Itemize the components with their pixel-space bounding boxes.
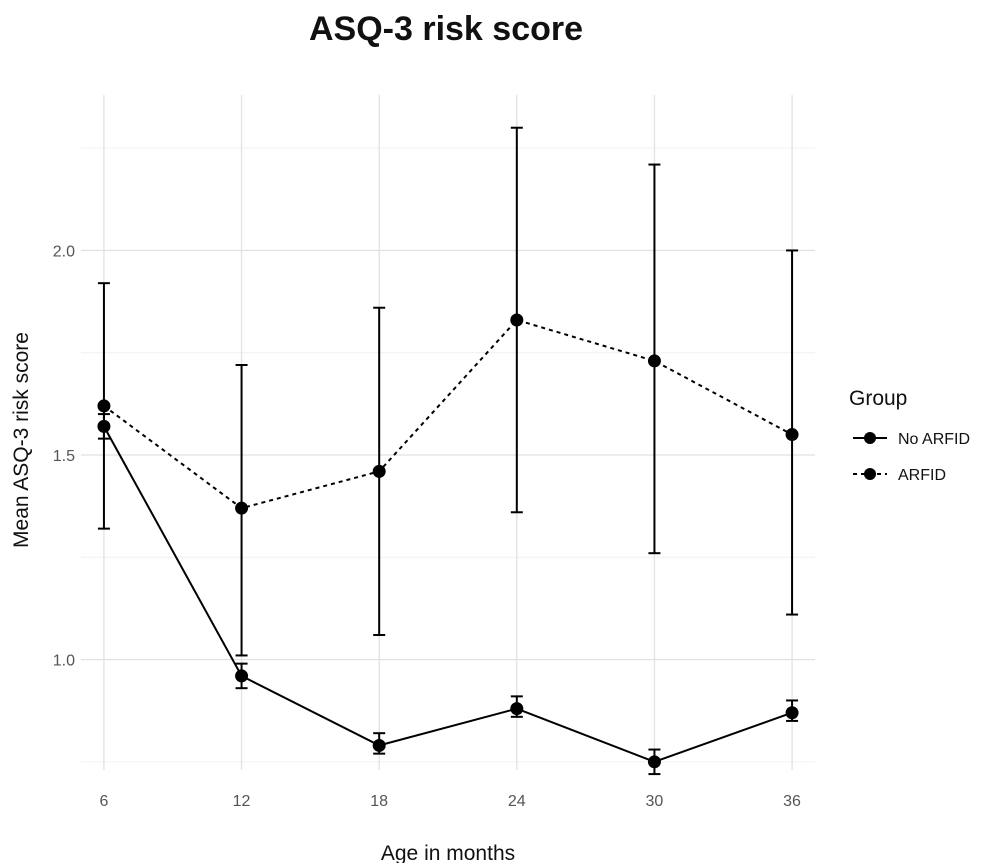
- y-tick-label: 1.0: [53, 653, 75, 670]
- data-point-arfid: [97, 399, 111, 413]
- data-point-arfid: [235, 501, 249, 515]
- x-axis-title: Age in months: [381, 842, 515, 863]
- x-tick-label: 12: [233, 793, 251, 810]
- y-axis-title: Mean ASQ-3 risk score: [10, 332, 33, 548]
- legend-label-no-arfid: No ARFID: [898, 431, 970, 448]
- series: [97, 126, 799, 776]
- x-tick-label: 24: [508, 793, 526, 810]
- legend: Group No ARFID ARFID: [849, 387, 970, 484]
- series-line-arfid: [103, 318, 793, 510]
- data-point-arfid: [510, 313, 524, 327]
- legend-key-point-no-arfid: [864, 432, 876, 444]
- data-point-no-arfid: [510, 702, 524, 716]
- x-tick-label: 6: [99, 793, 108, 810]
- chart-title: ASQ-3 risk score: [309, 10, 583, 48]
- grid: [81, 95, 815, 770]
- y-tick-label: 2.0: [53, 243, 75, 260]
- legend-key-point-arfid: [864, 468, 876, 480]
- data-point-no-arfid: [647, 755, 661, 769]
- data-point-arfid: [785, 428, 799, 442]
- series-arfid: [97, 126, 799, 657]
- data-point-no-arfid: [235, 669, 249, 683]
- legend-label-arfid: ARFID: [898, 467, 946, 484]
- series-no-arfid: [97, 413, 799, 776]
- y-axis-ticks: 1.0 1.5 2.0: [53, 243, 75, 669]
- data-point-arfid: [647, 354, 661, 368]
- legend-title: Group: [849, 387, 907, 410]
- x-tick-label: 18: [370, 793, 388, 810]
- series-line-no-arfid: [103, 425, 793, 763]
- x-axis-ticks: 6 12 18 24 30 36: [99, 793, 801, 810]
- y-tick-label: 1.5: [53, 448, 75, 465]
- data-point-arfid: [372, 464, 386, 478]
- x-tick-label: 30: [646, 793, 664, 810]
- data-point-no-arfid: [372, 738, 386, 752]
- data-point-no-arfid: [785, 706, 799, 720]
- x-tick-label: 36: [783, 793, 801, 810]
